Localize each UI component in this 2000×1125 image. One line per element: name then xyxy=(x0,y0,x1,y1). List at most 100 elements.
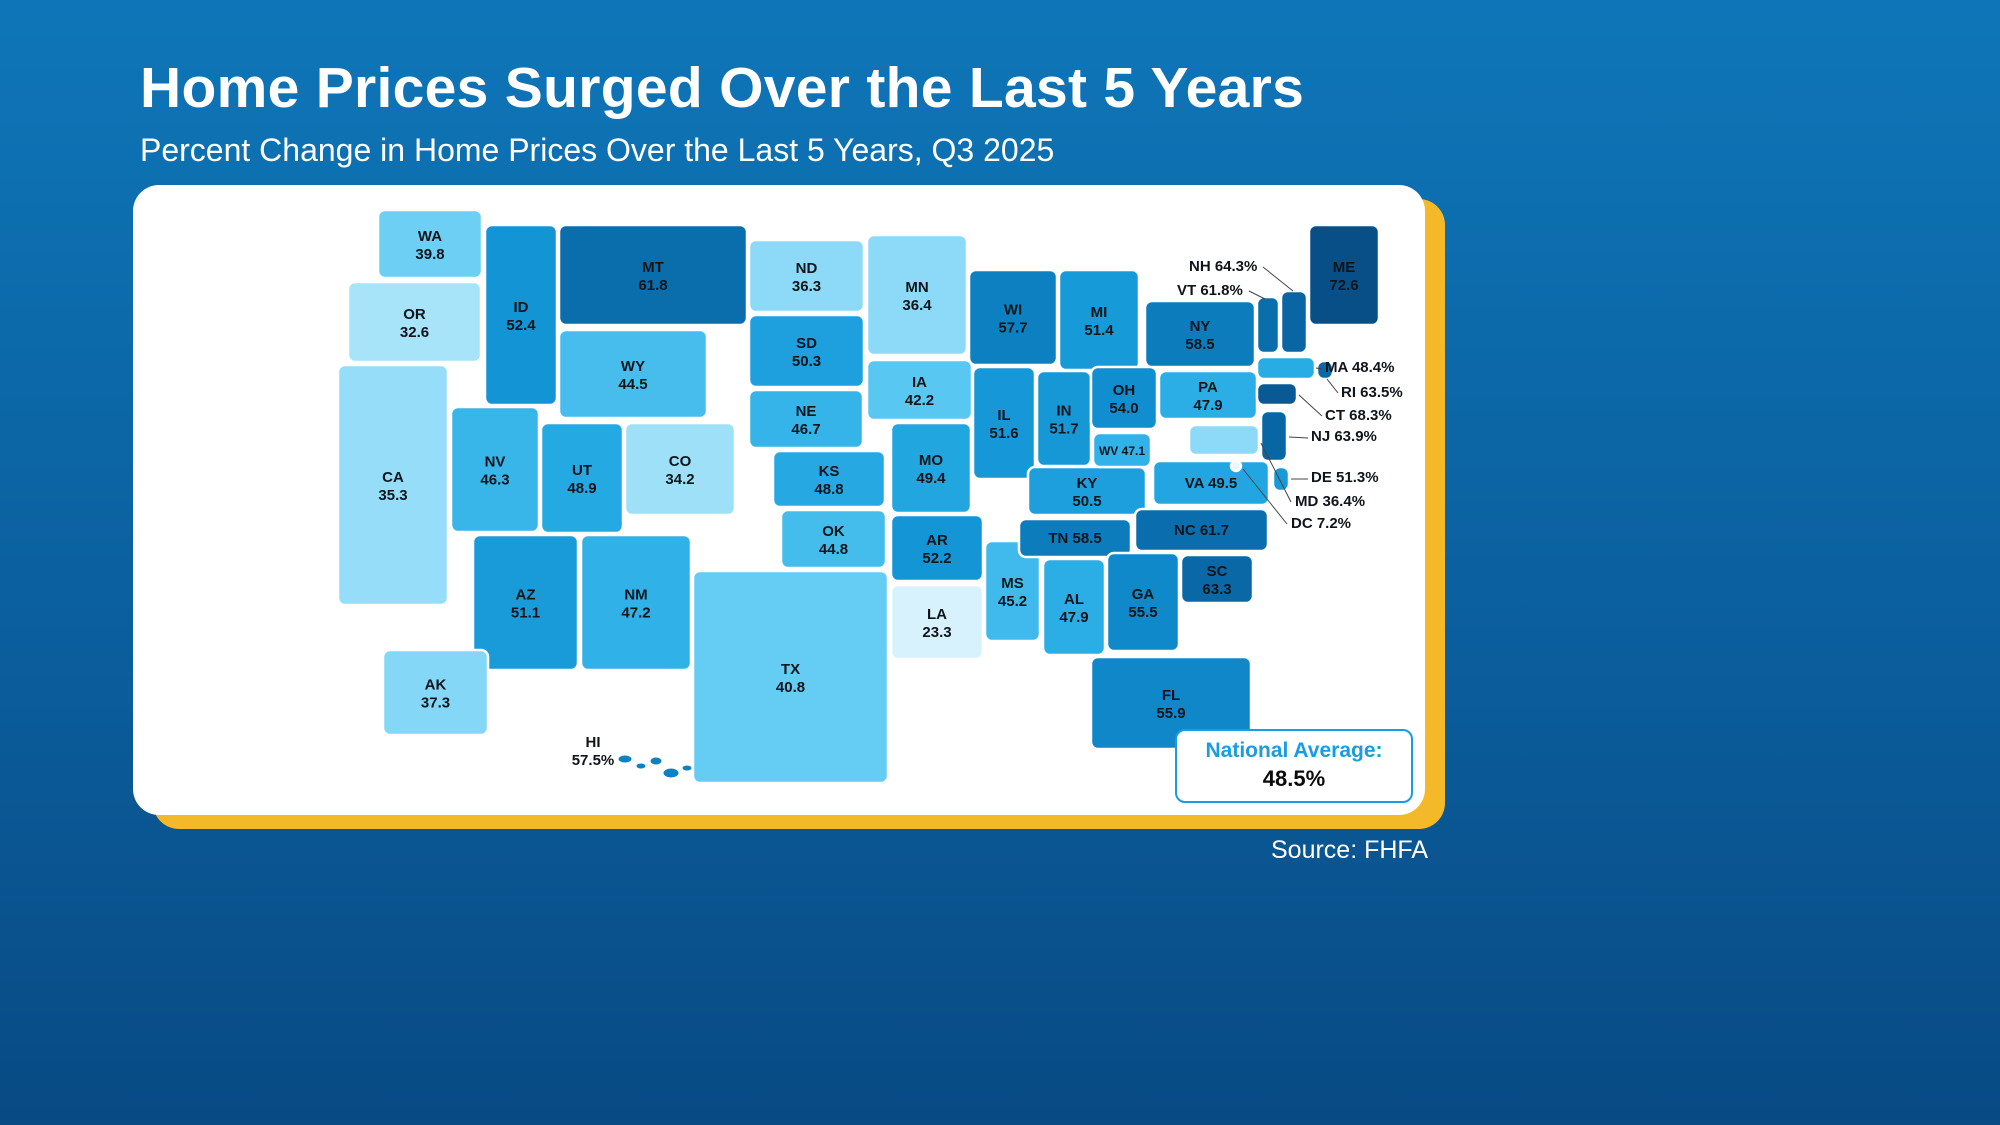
state-oh-value: 54.0 xyxy=(1109,400,1138,417)
state-nv xyxy=(449,405,541,534)
state-va xyxy=(1151,459,1271,507)
state-nh-leader-line xyxy=(1262,266,1294,292)
state-nm-label: NM xyxy=(624,587,647,604)
state-mo-value: 49.4 xyxy=(916,470,946,487)
state-sd-value: 50.3 xyxy=(792,353,821,370)
state-mn-label: MN xyxy=(905,279,928,296)
state-ak-value: 37.3 xyxy=(421,695,450,712)
state-labels-layer: WA39.8OR32.6CA35.3NV46.3ID52.4MT61.8WY44… xyxy=(378,228,1402,769)
state-az-value: 51.1 xyxy=(511,605,540,622)
state-dc-leader-line xyxy=(1242,468,1288,525)
state-mo xyxy=(889,421,973,515)
state-nv-value: 46.3 xyxy=(480,472,509,489)
state-tn-label: TN 58.5 xyxy=(1048,530,1101,547)
state-ok xyxy=(779,508,888,570)
state-ny xyxy=(1143,299,1257,369)
state-de-label: DE 51.3% xyxy=(1311,469,1379,486)
state-nj-leader-line xyxy=(1288,436,1309,439)
state-ms xyxy=(983,539,1042,643)
state-wa-value: 39.8 xyxy=(415,246,444,263)
state-vt-leader-line xyxy=(1248,290,1266,300)
state-ri xyxy=(1315,359,1335,381)
state-or-label: OR xyxy=(403,306,426,323)
leader-lines-layer xyxy=(1242,266,1339,525)
state-nj-label: NJ 63.9% xyxy=(1311,428,1377,445)
state-ky-value: 50.5 xyxy=(1072,493,1101,510)
state-ia-label: IA xyxy=(912,374,927,391)
state-ok-label: OK xyxy=(822,523,845,540)
state-tx-label: TX xyxy=(781,661,800,678)
state-la-value: 23.3 xyxy=(922,624,951,641)
state-ne-label: NE xyxy=(796,403,817,420)
state-co xyxy=(623,421,737,517)
state-hi xyxy=(649,756,663,766)
state-shapes-layer xyxy=(336,208,1381,785)
state-hi xyxy=(617,754,633,764)
state-nm xyxy=(579,533,693,672)
state-ar-label: AR xyxy=(926,532,948,549)
state-hi xyxy=(662,767,680,779)
state-nd-label: ND xyxy=(796,260,818,277)
state-al-label: AL xyxy=(1064,591,1084,608)
map-card-wrapper: WA 39.8 OR 32.6 CA 35.3 NV 46.3 ID 52.4 MT 61.8 WY 44… xyxy=(133,185,1445,829)
national-average-label: National Average: xyxy=(1205,739,1383,762)
state-id-label: ID xyxy=(514,299,529,316)
state-ma-label: MA 48.4% xyxy=(1325,359,1394,376)
state-ky-label: KY xyxy=(1077,475,1098,492)
state-ga-value: 55.5 xyxy=(1128,604,1157,621)
state-me-label: ME xyxy=(1333,259,1356,276)
state-wi-value: 57.7 xyxy=(998,320,1027,337)
state-md xyxy=(1187,423,1261,457)
national-average-value: 48.5% xyxy=(1262,766,1326,791)
state-co-value: 34.2 xyxy=(665,471,694,488)
state-ut xyxy=(539,421,625,535)
state-ok-value: 44.8 xyxy=(819,541,848,558)
state-pa-value: 47.9 xyxy=(1193,397,1222,414)
state-ca xyxy=(336,363,450,607)
state-ga-label: GA xyxy=(1132,586,1155,603)
state-mn xyxy=(865,233,969,357)
state-ak-label: AK xyxy=(425,677,447,694)
state-ks-value: 48.8 xyxy=(814,481,843,498)
state-co-label: CO xyxy=(669,453,692,470)
state-wi xyxy=(967,268,1059,367)
state-oh-label: OH xyxy=(1113,382,1136,399)
state-al-value: 47.9 xyxy=(1059,609,1088,626)
state-tx-value: 40.8 xyxy=(776,679,805,696)
state-mi-value: 51.4 xyxy=(1084,322,1114,339)
state-tn xyxy=(1017,517,1133,559)
state-sd-label: SD xyxy=(796,335,817,352)
page-subtitle: Percent Change in Home Prices Over the L… xyxy=(140,132,1055,168)
state-in-label: IN xyxy=(1057,403,1072,420)
state-ks-label: KS xyxy=(819,463,840,480)
state-ma-leader-line xyxy=(1315,367,1323,370)
state-sc-value: 63.3 xyxy=(1202,581,1231,598)
state-la xyxy=(889,583,985,661)
state-la-label: LA xyxy=(927,606,947,623)
state-ne xyxy=(747,388,865,450)
state-wi-label: WI xyxy=(1004,302,1022,319)
state-ri-leader-line xyxy=(1326,378,1339,394)
state-hi-value: 57.5% xyxy=(572,752,615,769)
state-mt xyxy=(557,223,749,327)
state-fl-label: FL xyxy=(1162,687,1180,704)
us-choropleth-map: WA39.8OR32.6CA35.3NV46.3ID52.4MT61.8WY44… xyxy=(336,208,1403,785)
state-ri-label: RI 63.5% xyxy=(1341,384,1403,401)
state-va-label: VA 49.5 xyxy=(1185,475,1238,492)
state-wa-label: WA xyxy=(418,228,442,245)
state-ct-leader-line xyxy=(1298,394,1323,417)
state-md-leader-line xyxy=(1260,442,1292,503)
state-me-value: 72.6 xyxy=(1329,277,1358,294)
state-md-label: MD 36.4% xyxy=(1295,493,1365,510)
page-title: Home Prices Surged Over the Last 5 Years xyxy=(140,56,1305,120)
state-ky xyxy=(1026,465,1148,517)
state-hi xyxy=(635,762,647,770)
state-ut-value: 48.9 xyxy=(567,480,596,497)
national-average-box: National Average: 48.5% xyxy=(1175,729,1413,803)
state-sc xyxy=(1179,553,1255,605)
state-nd-value: 36.3 xyxy=(792,278,821,295)
state-wy xyxy=(557,328,709,420)
state-il xyxy=(971,365,1037,481)
state-mi-label: MI xyxy=(1091,304,1108,321)
state-ia-value: 42.2 xyxy=(905,392,934,409)
